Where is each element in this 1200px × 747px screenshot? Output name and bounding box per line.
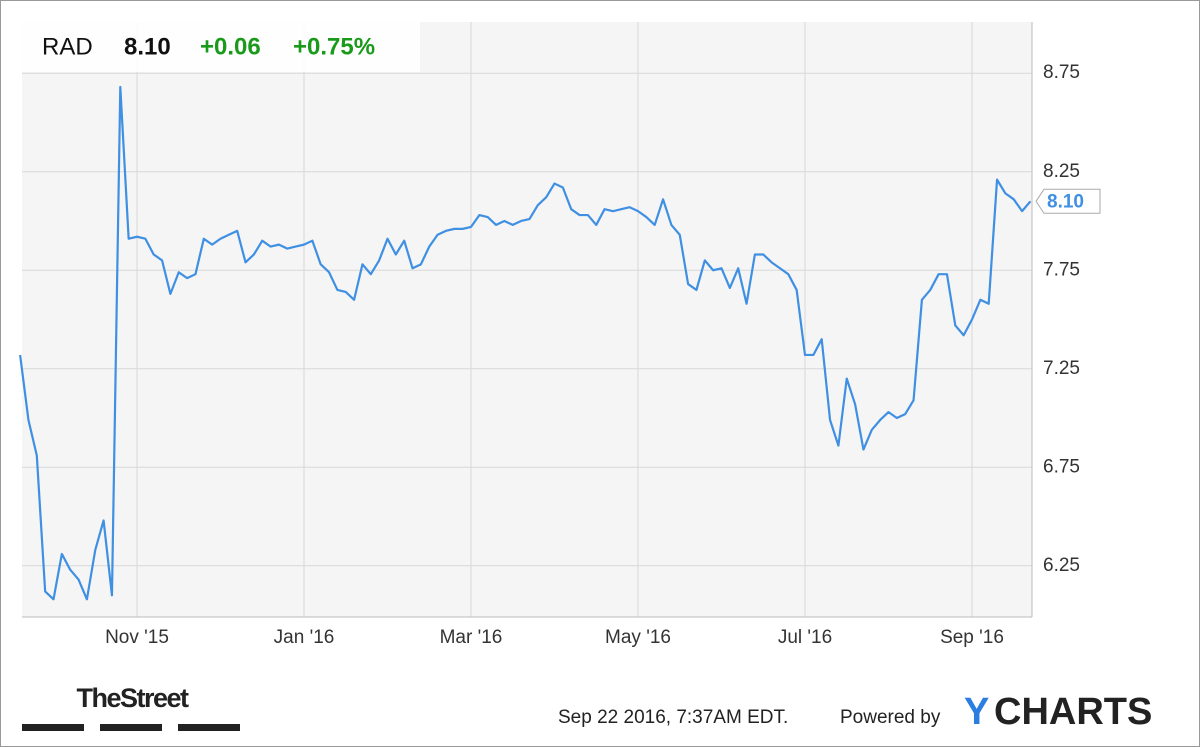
last-value-label: 8.10 [1047, 191, 1084, 212]
last-value-tag [1035, 188, 1101, 214]
plot-area [22, 22, 1032, 617]
y-tick-label: 7.75 [1043, 259, 1080, 280]
y-tick-label: 8.75 [1043, 62, 1080, 83]
logo-bar [178, 724, 240, 731]
y-tick-label: 6.75 [1043, 456, 1080, 477]
timestamp: Sep 22 2016, 7:37AM EDT. [558, 707, 788, 728]
logo-bar [100, 724, 162, 731]
change-percent: +0.75% [293, 33, 375, 60]
grid [22, 22, 1032, 617]
powered-by: Powered by [840, 707, 941, 728]
x-tick-label: Jul '16 [778, 627, 832, 648]
price-line [19, 85, 1032, 601]
x-tick-label: May '16 [605, 627, 671, 648]
plot [19, 85, 1032, 601]
x-tick-label: Mar '16 [440, 627, 503, 648]
symbol: RAD [42, 33, 93, 60]
change: +0.06 [200, 33, 261, 60]
y-tick-label: 6.25 [1043, 555, 1080, 576]
y-tick-label: 8.25 [1043, 161, 1080, 182]
x-tick-label: Jan '16 [274, 627, 335, 648]
x-tick-label: Nov '15 [105, 627, 169, 648]
logo-bar [22, 724, 84, 731]
brand-mark: Y [964, 691, 989, 733]
y-tick-label: 7.25 [1043, 358, 1080, 379]
x-tick-label: Sep '16 [940, 627, 1004, 648]
price: 8.10 [124, 33, 171, 60]
source-logo: TheStreet [76, 683, 189, 713]
header-box [22, 22, 420, 72]
brand-name: CHARTS [994, 691, 1152, 733]
